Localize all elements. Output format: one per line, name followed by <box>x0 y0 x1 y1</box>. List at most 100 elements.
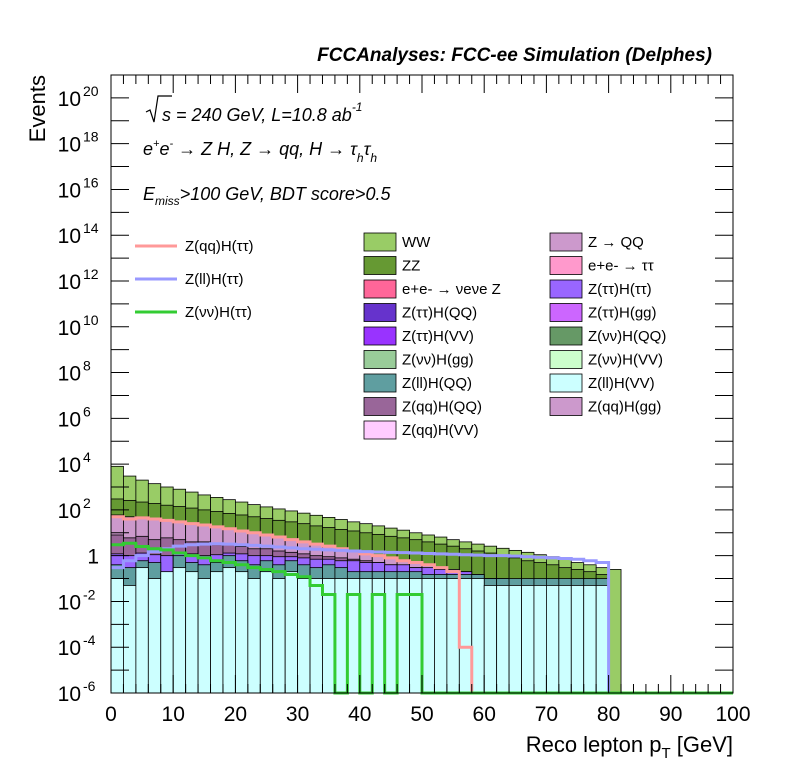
info-annotations: s = 240 GeV, L=10.8 ab-1 e+e- → Z H, Z → … <box>143 95 391 208</box>
x-tick-label: 10 <box>162 703 185 726</box>
bar-z-ll-h-vv--28 <box>458 578 473 694</box>
legend-box-label: WW <box>402 234 431 251</box>
bar-z-ll-h-vv--20 <box>359 578 373 694</box>
bar-z-ll-h-vv--15 <box>297 578 311 694</box>
legend-box-label: Z(qq)H(QQ) <box>402 399 482 416</box>
bar-z-ll-h-vv--26 <box>434 578 448 694</box>
legend-line-label: Z(qq)H(ττ) <box>185 238 254 255</box>
legend-box-label: Z(qq)H(gg) <box>588 399 661 416</box>
legend-box-swatch <box>549 232 583 252</box>
bar-z-ll-h-vv--12 <box>259 571 274 694</box>
x-axis: 0 10 20 30 40 50 60 70 80 90 100 <box>105 75 751 726</box>
bar-z-ll-h-vv--33 <box>521 585 535 694</box>
x-tick-label: 20 <box>224 703 247 726</box>
y-tick-label: 10 14 <box>58 220 99 248</box>
x-tick-label: 40 <box>348 703 371 726</box>
legend-box-label: Z(νν)H(VV) <box>588 352 663 369</box>
bar-z-ll-h-vv--30 <box>483 585 498 694</box>
legend-box-swatch <box>549 350 583 369</box>
legend-box-label: e+e- → ττ <box>588 258 654 275</box>
y-tick-label: 10 16 <box>58 174 99 202</box>
legend-box-swatch <box>549 326 583 346</box>
y-tick-label: 1 <box>87 546 99 569</box>
legend-box-swatch <box>549 397 583 416</box>
bar-z-ll-h-vv--9 <box>222 567 236 694</box>
x-tick-label: 60 <box>473 703 496 726</box>
x-tick-label: 0 <box>105 703 117 726</box>
bar-z-ll-h-vv--6 <box>185 571 199 694</box>
bar-z-ll-h-vv--16 <box>309 578 323 694</box>
legend-box-label: Z → QQ <box>588 234 644 251</box>
bar-z-ll-h-vv--38 <box>583 585 597 694</box>
y-axis: 10 -6 10 -4 10 -2 1 10 2 10 4 10 6 10 8 10 10 10 12 10 14 10 1… <box>58 74 733 706</box>
legend-line-label: Z(ll)H(ττ) <box>185 271 244 288</box>
legend-box-label: Z(ττ)H(VV) <box>402 328 474 345</box>
legend-box-label: Z(ll)H(QQ) <box>402 375 472 392</box>
sqrt-symbol <box>145 95 172 123</box>
legend-box-label: Z(ll)H(VV) <box>588 375 655 392</box>
legend-box-swatch <box>363 303 397 322</box>
x-tick-label: 100 <box>715 703 750 726</box>
y-tick-label: 10 -2 <box>58 586 96 614</box>
y-tick-label: 10 4 <box>58 449 91 477</box>
bar-z-ll-h-vv--22 <box>384 578 398 694</box>
bar-z-ll-h-vv--0 <box>110 578 124 694</box>
x-tick-label: 50 <box>410 703 433 726</box>
legend-box-swatch <box>363 326 397 346</box>
x-axis-title: Reco lepton pT [GeV] <box>526 732 733 762</box>
legend-box-swatch <box>363 279 397 299</box>
bar-z-ll-h-vv--11 <box>247 578 261 694</box>
y-tick-label: 10 18 <box>58 129 99 157</box>
legend-box-label: Z(νν)H(gg) <box>402 352 474 369</box>
bar-z-ll-h-vv--3 <box>147 578 162 694</box>
info-energy-lumi: s = 240 GeV, L=10.8 ab-1 <box>162 100 362 125</box>
chart-title: FCCAnalyses: FCC-ee Simulation (Delphes) <box>317 45 712 66</box>
x-tick-label: 80 <box>597 703 620 726</box>
bar-z-ll-h-vv--4 <box>160 571 174 694</box>
y-tick-label: 10 8 <box>58 358 91 386</box>
legend-box-swatch <box>363 420 397 440</box>
legend-box-label: Z(ττ)H(gg) <box>588 305 657 322</box>
line-z-ll-h- <box>111 542 733 695</box>
bar-z-ll-h-vv--7 <box>197 578 211 694</box>
legend-box-label: Z(νν)H(QQ) <box>588 328 666 345</box>
legend-box-swatch <box>363 232 397 252</box>
bar-z-ll-h-vv--5 <box>172 567 187 694</box>
bar-z-ll-h-vv--37 <box>570 585 585 694</box>
legend-line-label: Z(νν)H(ττ) <box>185 304 252 321</box>
bar-z-ll-h-vv--18 <box>334 578 348 694</box>
bar-z-ll-h-vv--14 <box>284 571 299 694</box>
legend-box-swatch <box>549 279 583 299</box>
legend-box-swatch <box>363 397 397 416</box>
y-tick-label: 10 -6 <box>58 678 96 706</box>
y-tick-label: 10 10 <box>58 312 99 340</box>
stacked-histograms <box>110 465 622 694</box>
bar-z-ll-h-vv--27 <box>446 578 460 694</box>
legend-box-label: Z(ττ)H(QQ) <box>402 305 477 322</box>
info-process: e+e- → Z H, Z → qq, H → τhτh <box>143 138 377 165</box>
y-tick-label: 10 -4 <box>58 632 96 660</box>
bar-z-ll-h-vv--25 <box>421 578 435 694</box>
legend-box-swatch <box>363 350 397 369</box>
x-tick-label: 70 <box>535 703 558 726</box>
legend: Z(qq)H(ττ) Z(ll)H(ττ) Z(νν)H(ττ) WW ZZ e+e- →… <box>135 232 666 440</box>
bar-z-ll-h-vv--8 <box>210 571 224 694</box>
y-tick-label: 10 20 <box>58 83 99 111</box>
bar-z-ll-h-vv--32 <box>508 585 522 694</box>
y-tick-label: 10 6 <box>58 403 91 431</box>
legend-box-swatch <box>363 256 397 275</box>
bar-z-ll-h-vv--36 <box>558 585 572 694</box>
x-tick-label: 90 <box>659 703 682 726</box>
y-tick-label: 10 12 <box>58 266 99 294</box>
y-axis-title: Events <box>25 75 50 142</box>
legend-box-label: Z(qq)H(VV) <box>402 422 479 439</box>
bar-ww-40 <box>608 569 622 694</box>
y-tick-label: 10 2 <box>58 495 91 523</box>
bar-z-ll-h-vv--29 <box>471 578 485 694</box>
x-tick-label: 30 <box>286 703 309 726</box>
legend-box-swatch <box>549 373 583 393</box>
bar-z-ll-h-vv--34 <box>533 585 547 694</box>
legend-box-swatch <box>549 303 583 322</box>
info-cuts: Emiss>100 GeV, BDT score>0.5 <box>143 184 391 208</box>
